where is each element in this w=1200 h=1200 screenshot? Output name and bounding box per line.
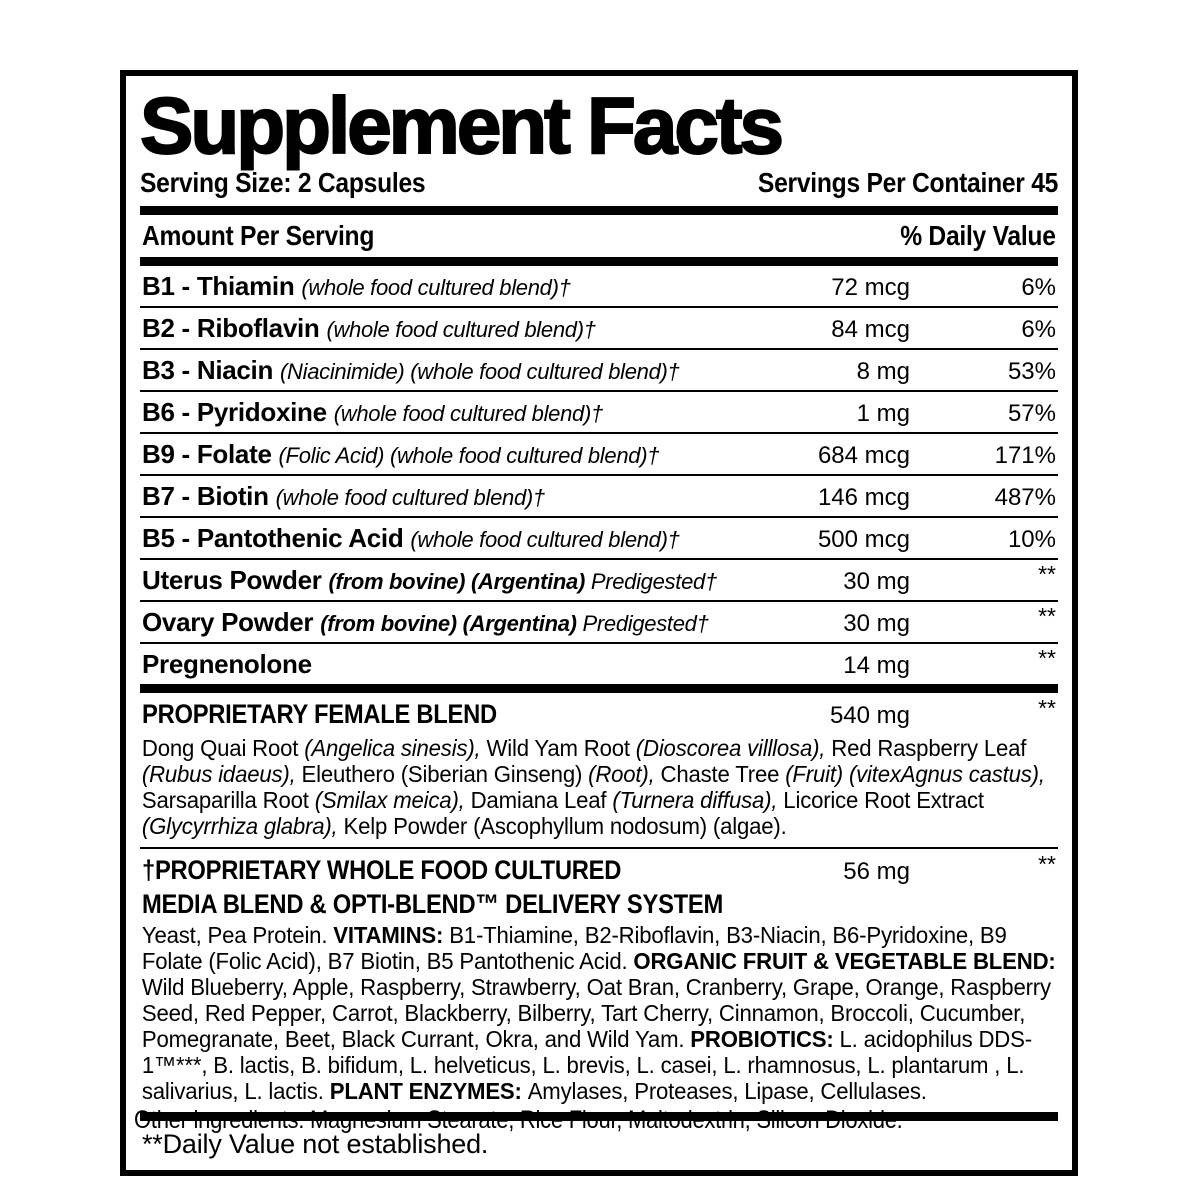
nutrient-name: B3 - Niacin (Niacinimide) (whole food cu… [142,355,680,386]
serving-info-row: Serving Size: 2 Capsules Servings Per Co… [140,166,1058,200]
nutrient-name: B1 - Thiamin (whole food cultured blend)… [142,271,571,302]
blend-ingredients: Dong Quai Root (Angelica sinesis), Wild … [141,735,1045,840]
nutrient-row: B3 - Niacin (Niacinimide) (whole food cu… [140,350,1058,393]
nutrient-row: B1 - Thiamin (whole food cultured blend)… [140,266,1058,309]
nutrient-daily-value: ** [1038,561,1056,588]
nutrient-daily-value: ** [1038,645,1056,672]
blend-heading-line2-text: MEDIA BLEND & OPTI-BLEND™ DELIVERY SYSTE… [142,888,724,919]
thick-divider-bar [140,1111,1058,1121]
nutrient-row: B6 - Pyridoxine (whole food cultured ble… [140,392,1058,435]
other-ingredients-line: Other ingredients: Magnesium Stearate, R… [134,1106,903,1134]
nutrient-rows: B1 - Thiamin (whole food cultured blend)… [140,266,1058,684]
supplement-facts-label: Supplement Facts Serving Size: 2 Capsule… [120,70,1078,1177]
nutrient-daily-value: 487% [994,484,1056,512]
nutrient-amount: 14 mg [843,652,910,680]
nutrient-name: Pregnenolone [142,649,312,680]
nutrient-name: B2 - Riboflavin (whole food cultured ble… [142,313,596,344]
blend-heading-line2: MEDIA BLEND & OPTI-BLEND™ DELIVERY SYSTE… [140,889,1058,920]
blend-heading: PROPRIETARY FEMALE BLEND [142,699,760,731]
blend-heading-text: †PROPRIETARY WHOLE FOOD CULTURED [142,855,622,886]
blend-amount: 56 mg [843,858,910,886]
nutrient-name: B5 - Pantothenic Acid (whole food cultur… [142,523,680,554]
nutrient-daily-value: 10% [1007,526,1056,554]
nutrient-amount: 146 mcg [817,484,910,512]
nutrient-row: B9 - Folate (Folic Acid) (whole food cul… [140,434,1058,477]
nutrient-amount: 30 mg [843,568,910,596]
column-header-amount: Amount Per Serving [142,219,375,251]
nutrient-row: B5 - Pantothenic Acid (whole food cultur… [140,518,1058,561]
label-title: Supplement Facts [139,81,785,170]
column-header-daily-value: % Daily Value [900,219,1057,251]
thick-divider-bar [140,205,1058,215]
nutrient-row: Uterus Powder (from bovine) (Argentina) … [140,560,1058,603]
nutrient-row: Ovary Powder (from bovine) (Argentina) P… [140,602,1058,645]
servings-per-container-text: Servings Per Container 45 [757,167,1058,198]
proprietary-female-blend-section: PROPRIETARY FEMALE BLEND 540 mg ** Dong … [140,693,1058,847]
nutrient-name: Ovary Powder (from bovine) (Argentina) P… [142,607,709,638]
column-header-row: Amount Per Serving % Daily Value [140,215,1058,258]
nutrient-daily-value: 171% [994,442,1056,470]
proprietary-cultured-blend-section: †PROPRIETARY WHOLE FOOD CULTURED 56 mg *… [140,849,1058,1112]
serving-size-text: Serving Size: 2 Capsules [140,167,426,198]
blend-heading-text: PROPRIETARY FEMALE BLEND [142,699,497,730]
other-ingredients-text: Other ingredients: Magnesium Stearate, R… [134,1106,1007,1135]
daily-value-footnote: **Daily Value not established. [142,1128,489,1159]
nutrient-daily-value: 6% [1021,274,1056,302]
nutrient-row: B7 - Biotin (whole food cultured blend)†… [140,476,1058,519]
nutrient-amount: 684 mcg [817,442,910,470]
nutrient-row: B2 - Riboflavin (whole food cultured ble… [140,308,1058,351]
nutrient-name: Uterus Powder (from bovine) (Argentina) … [142,565,717,596]
nutrient-name: B6 - Pyridoxine (whole food cultured ble… [142,397,603,428]
blend-daily-value: ** [1038,851,1056,878]
thick-divider-bar [140,684,1058,694]
nutrient-name: B7 - Biotin (whole food cultured blend)† [142,481,545,512]
nutrient-daily-value: 53% [1007,358,1056,386]
blend-ingredients: Yeast, Pea Protein. VITAMINS: B1-Thiamin… [141,921,1056,1104]
nutrient-daily-value: 57% [1007,400,1056,428]
nutrient-amount: 8 mg [856,358,910,386]
thin-divider [140,847,1058,850]
blend-amount: 540 mg [829,702,910,730]
thick-divider-bar [140,257,1058,267]
blend-daily-value: ** [1038,695,1056,722]
nutrient-amount: 500 mcg [817,526,910,554]
nutrient-name: B9 - Folate (Folic Acid) (whole food cul… [142,439,660,470]
blend-header-row: †PROPRIETARY WHOLE FOOD CULTURED 56 mg *… [140,849,1058,889]
nutrient-daily-value: 6% [1021,316,1056,344]
nutrient-row: Pregnenolone 14 mg ** [140,644,1058,684]
blend-header-row: PROPRIETARY FEMALE BLEND 540 mg ** [140,693,1058,733]
nutrient-amount: 72 mcg [831,274,910,302]
nutrient-daily-value: ** [1038,603,1056,630]
nutrient-amount: 30 mg [843,610,910,638]
blend-heading: †PROPRIETARY WHOLE FOOD CULTURED [142,855,760,887]
nutrient-amount: 84 mcg [831,316,910,344]
nutrient-amount: 1 mg [856,400,910,428]
